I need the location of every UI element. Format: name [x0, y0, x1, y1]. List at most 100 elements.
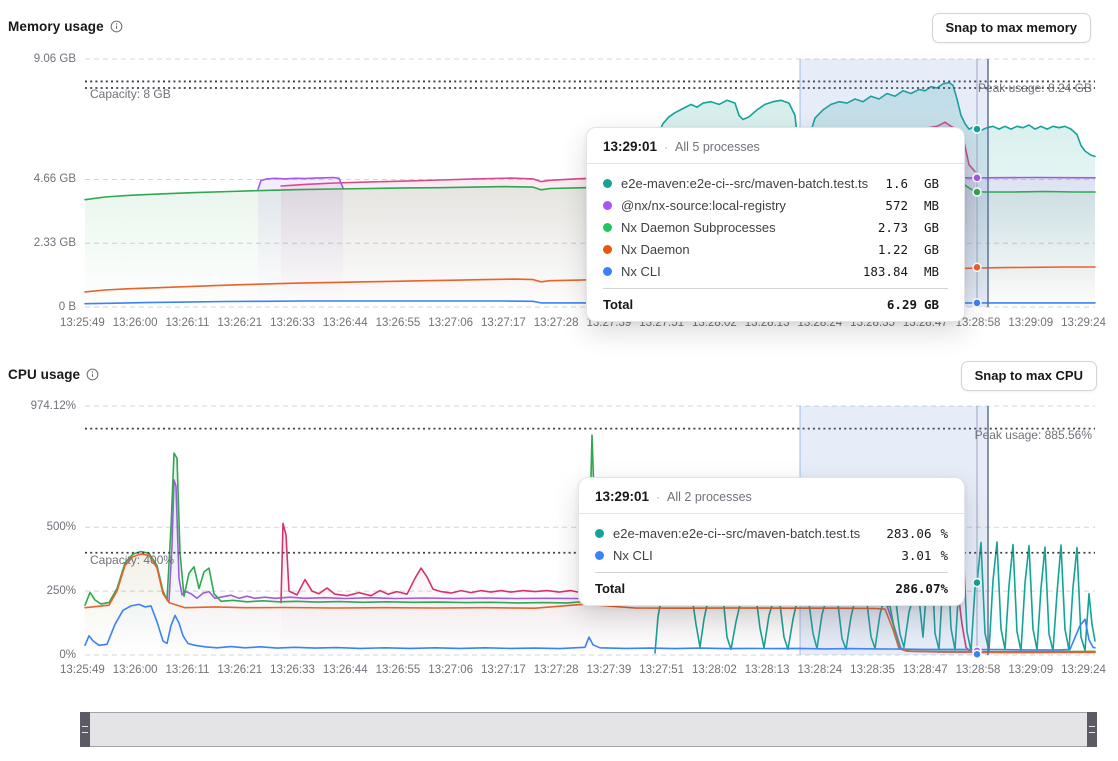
y-tick-label: 0% [59, 649, 76, 661]
x-tick-label: 13:27:06 [428, 317, 474, 329]
series-color-dot [603, 266, 612, 276]
process-unit: GB [924, 241, 940, 257]
y-tick-label: 2.33 GB [33, 237, 76, 250]
y-tick-label: 974.12% [30, 400, 76, 412]
tooltip-subtitle: All 2 processes [667, 489, 752, 504]
x-tick-label: 13:27:06 [428, 664, 474, 676]
process-value: 3.01 [901, 547, 932, 563]
cpu-capacity-label: Capacity: 400% [90, 553, 175, 567]
x-tick-label: 13:25:49 [60, 664, 105, 676]
snap-to-max-cpu-button[interactable]: Snap to max CPU [960, 361, 1097, 391]
memory-capacity-label: Capacity: 8 GB [90, 87, 171, 101]
total-label: Total [595, 581, 626, 596]
process-name: @nx/nx-source:local-registry [621, 197, 786, 213]
brush-track[interactable] [91, 713, 1086, 746]
x-tick-label: 13:26:44 [322, 664, 368, 676]
memory-usage-title: Memory usage [8, 19, 104, 34]
total-label: Total [603, 297, 634, 312]
info-icon[interactable] [110, 20, 123, 33]
x-tick-label: 13:26:00 [112, 317, 158, 329]
x-tick-label: 13:27:28 [533, 664, 579, 676]
x-tick-label: 13:28:35 [850, 664, 895, 676]
x-tick-label: 13:26:11 [165, 664, 210, 676]
series-color-dot [603, 244, 612, 254]
process-unit: GB [924, 219, 940, 235]
process-name: Nx Daemon Subprocesses [621, 219, 776, 235]
series-color-dot [595, 550, 604, 560]
series-color-dot [595, 528, 604, 538]
process-value: 1.22 [877, 241, 908, 257]
process-unit: % [940, 547, 948, 563]
process-name: Nx CLI [613, 547, 653, 563]
brush-handle-right[interactable] [1087, 712, 1097, 747]
tooltip-process-row: Nx CLI 3.01% [595, 544, 948, 566]
x-tick-label: 13:27:17 [481, 664, 526, 676]
process-unit: % [940, 525, 948, 541]
memory-tooltip-header: 13:29:01 · All 5 processes [587, 128, 964, 164]
y-tick-label: 9.06 GB [33, 53, 76, 65]
snap-to-max-memory-button[interactable]: Snap to max memory [931, 13, 1091, 43]
process-value: 283.06 [886, 525, 932, 541]
x-tick-label: 13:27:28 [533, 317, 579, 329]
cpu-tooltip-rows: e2e-maven:e2e-ci--src/maven-batch.test.t… [579, 514, 964, 570]
cpu-tooltip-header: 13:29:01 · All 2 processes [579, 478, 964, 514]
process-value: 1.6 [885, 175, 908, 191]
y-tick-label: 500% [46, 521, 76, 534]
memory-tooltip: 13:29:01 · All 5 processes e2e-maven:e2e… [586, 127, 965, 322]
tooltip-separator: · [656, 489, 661, 504]
process-name: e2e-maven:e2e-ci--src/maven-batch.test.t… [613, 525, 861, 541]
x-tick-label: 13:28:24 [797, 664, 843, 676]
grip-icon [1089, 726, 1095, 733]
series-color-dot [603, 222, 612, 232]
cpu-usage-title: CPU usage [8, 367, 81, 382]
cpu-x-axis: 13:25:49 13:26:00 13:26:11 13:26:21 13:26:33… [60, 664, 1106, 676]
x-tick-label: 13:26:33 [270, 317, 315, 329]
process-name: e2e-maven:e2e-ci--src/maven-batch.test.t… [621, 175, 869, 191]
process-name: Nx CLI [621, 263, 661, 279]
x-tick-label: 13:28:13 [744, 664, 790, 676]
total-unit: % [940, 581, 948, 596]
series-color-dot [603, 200, 612, 210]
cpu-peak-label: Peak usage: 885.56% [974, 428, 1092, 442]
x-tick-label: 13:29:09 [1008, 317, 1054, 329]
grip-icon [82, 726, 88, 733]
memory-tooltip-rows: e2e-maven:e2e-ci--src/maven-batch.test.t… [587, 164, 964, 286]
tooltip-separator: · [664, 139, 669, 154]
x-tick-label: 13:27:17 [481, 317, 526, 329]
x-tick-label: 13:28:58 [955, 317, 1001, 329]
tooltip-time: 13:29:01 [595, 489, 650, 504]
process-value: 572 [885, 197, 908, 213]
y-tick-label: 4.66 GB [33, 173, 76, 186]
y-tick-label: 0 B [58, 301, 76, 313]
series-color-dot [603, 178, 612, 188]
info-icon[interactable] [86, 368, 99, 381]
x-tick-label: 13:26:00 [112, 664, 158, 676]
memory-section-header: Memory usage [8, 19, 123, 34]
x-tick-label: 13:26:21 [217, 664, 263, 676]
process-unit: MB [924, 197, 940, 213]
tooltip-time: 13:29:01 [603, 139, 658, 154]
x-tick-label: 13:25:49 [60, 317, 105, 329]
x-tick-label: 13:26:55 [375, 664, 421, 676]
y-tick-label: 250% [46, 585, 76, 598]
memory-peak-label: Peak usage: 8.24 GB [977, 81, 1092, 95]
x-tick-label: 13:26:33 [270, 664, 315, 676]
total-value: 286.07 [895, 581, 941, 596]
tooltip-process-row: Nx Daemon 1.22 GB [603, 238, 948, 260]
tooltip-process-row: Nx Daemon Subprocesses 2.73 GB [603, 216, 948, 238]
memory-tooltip-total: Total 6.29 GB [603, 288, 948, 321]
tooltip-subtitle: All 5 processes [675, 139, 760, 154]
timeline-brush[interactable] [80, 712, 1097, 747]
tooltip-process-row: Nx CLI 183.84 MB [603, 260, 948, 282]
x-tick-label: 13:26:44 [322, 317, 368, 329]
brush-handle-left[interactable] [80, 712, 90, 747]
cpu-section-header: CPU usage [8, 367, 99, 382]
total-value: 6.29 [886, 297, 917, 312]
x-tick-label: 13:28:58 [955, 664, 1001, 676]
cpu-tooltip: 13:29:01 · All 2 processes e2e-maven:e2e… [578, 477, 965, 606]
x-tick-label: 13:26:11 [165, 317, 210, 329]
total-unit: GB [924, 297, 940, 312]
process-name: Nx Daemon [621, 241, 690, 257]
process-unit: GB [924, 175, 940, 191]
